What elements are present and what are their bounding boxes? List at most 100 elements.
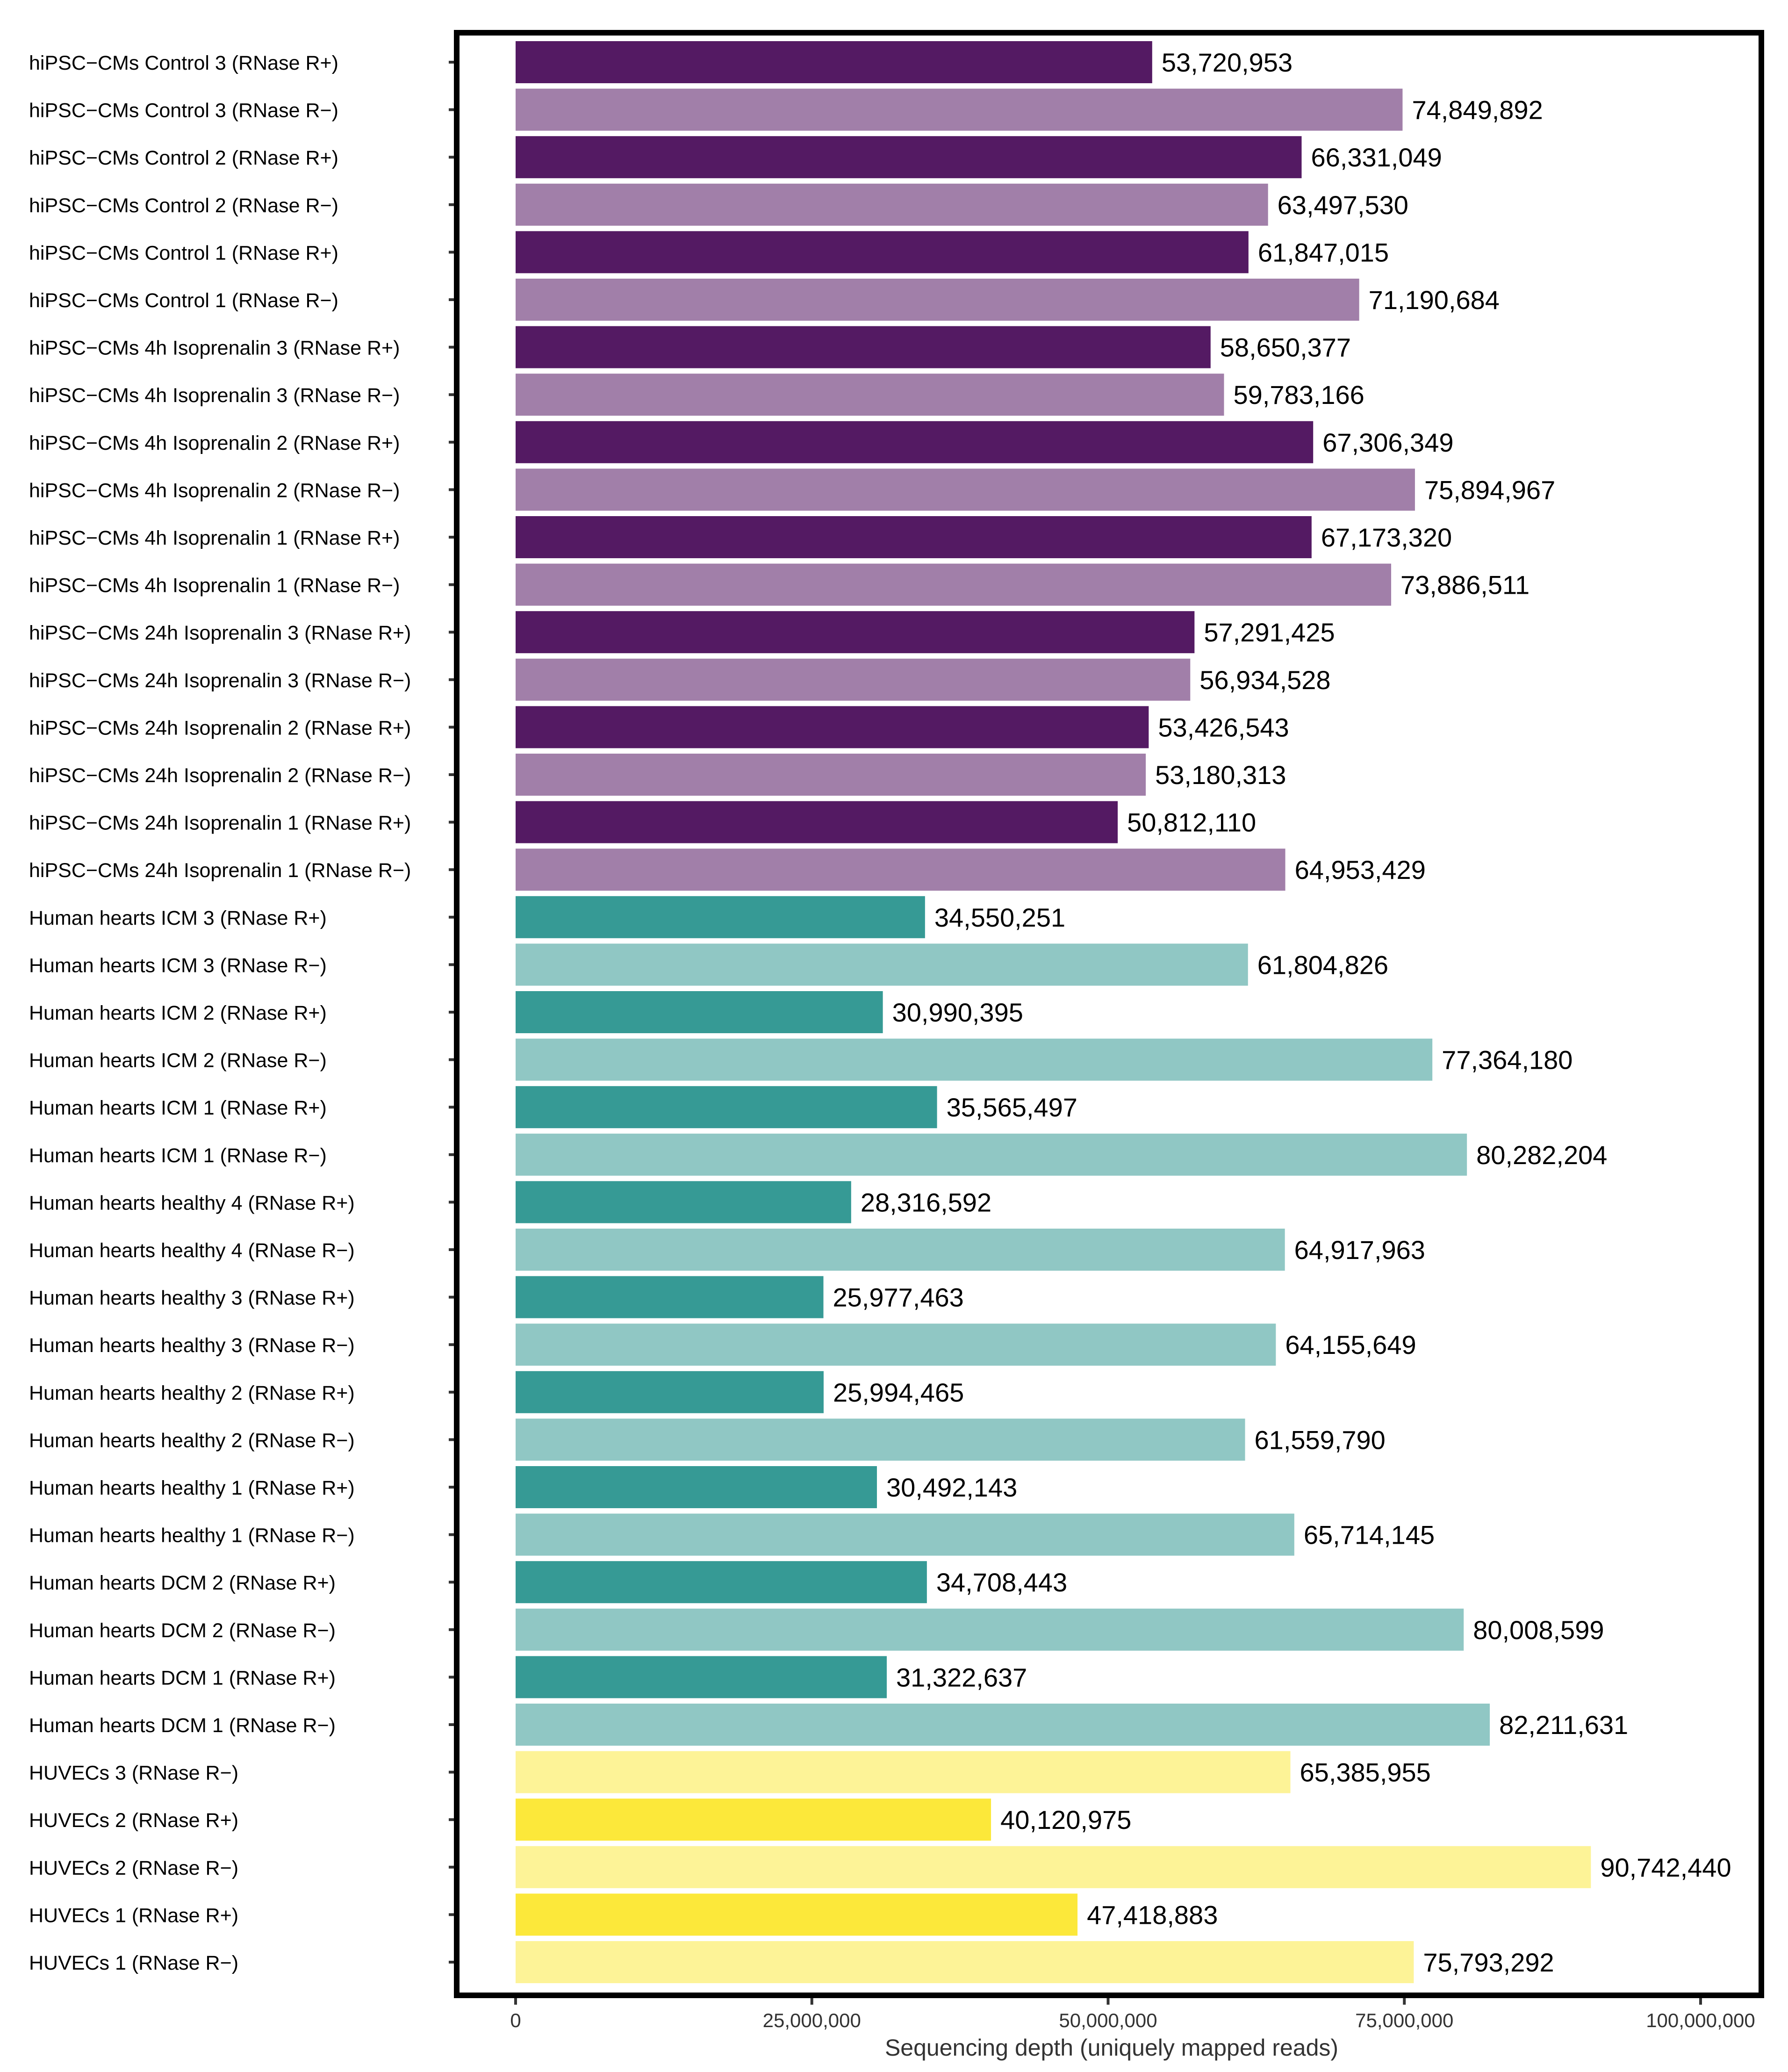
y-tick-label: hiPSC−CMs 24h Isoprenalin 3 (RNase R+)	[29, 622, 411, 644]
y-tick-label: Human hearts healthy 1 (RNase R+)	[29, 1477, 355, 1499]
bar	[516, 801, 1118, 843]
bar	[516, 279, 1359, 321]
bar	[516, 611, 1195, 654]
bar-value-label: 59,783,166	[1234, 380, 1364, 410]
bar	[516, 1799, 991, 1841]
bar-value-label: 75,793,292	[1423, 1948, 1554, 1977]
bar	[516, 849, 1285, 891]
bar-value-label: 64,917,963	[1294, 1235, 1425, 1265]
bar-value-label: 67,306,349	[1322, 428, 1453, 457]
bar	[516, 1893, 1078, 1936]
bar	[516, 1941, 1414, 1983]
bar	[516, 1608, 1464, 1651]
bar	[516, 1181, 851, 1223]
y-tick-label: Human hearts healthy 4 (RNase R−)	[29, 1239, 355, 1262]
bar-value-label: 77,364,180	[1442, 1045, 1573, 1075]
bar	[516, 1418, 1245, 1461]
bar	[516, 1751, 1291, 1793]
y-axis: hiPSC−CMs Control 3 (RNase R+) hiPSC−CMs …	[29, 52, 455, 1974]
bar	[516, 1229, 1285, 1271]
bar-value-label: 74,849,892	[1412, 95, 1543, 125]
y-tick-label: HUVECs 1 (RNase R−)	[29, 1952, 238, 1974]
bar	[516, 88, 1403, 131]
bar	[516, 1466, 877, 1508]
bar-value-label: 73,886,511	[1400, 570, 1529, 600]
bar-value-label: 34,550,251	[934, 903, 1065, 932]
y-tick-label: hiPSC−CMs Control 2 (RNase R−)	[29, 194, 338, 217]
y-tick-label: Human hearts healthy 2 (RNase R−)	[29, 1429, 355, 1452]
y-tick-label: hiPSC−CMs 24h Isoprenalin 3 (RNase R−)	[29, 669, 411, 692]
y-tick-label: HUVECs 2 (RNase R−)	[29, 1857, 238, 1879]
bar-value-label: 53,720,953	[1162, 48, 1293, 77]
bar	[516, 1276, 824, 1318]
bar-value-label: 58,650,377	[1220, 333, 1351, 362]
bar	[516, 1704, 1490, 1746]
bar-value-label: 64,155,649	[1285, 1330, 1416, 1360]
y-tick-label: HUVECs 1 (RNase R+)	[29, 1904, 238, 1927]
bar-value-label: 28,316,592	[861, 1187, 991, 1217]
y-tick-label: Human hearts ICM 2 (RNase R+)	[29, 1002, 327, 1024]
bar	[516, 41, 1152, 83]
bar-value-label: 64,953,429	[1295, 855, 1426, 885]
bar	[516, 1846, 1591, 1888]
bar	[516, 706, 1149, 748]
y-tick-label: Human hearts DCM 2 (RNase R+)	[29, 1572, 336, 1594]
plot-frame	[454, 30, 1764, 1998]
x-axis: 0 25,000,000 50,000,000 75,000,000 100,000,0…	[510, 1997, 1755, 2031]
x-tick-label: 0	[510, 2009, 521, 2031]
y-tick-label: hiPSC−CMs 4h Isoprenalin 2 (RNase R−)	[29, 479, 400, 502]
bar-value-label: 57,291,425	[1204, 618, 1335, 647]
bar-value-label: 82,211,631	[1499, 1710, 1628, 1740]
bar	[516, 374, 1224, 416]
y-tick-label: hiPSC−CMs Control 2 (RNase R+)	[29, 147, 338, 169]
bar	[516, 991, 883, 1033]
bar-value-label: 35,565,497	[947, 1093, 1077, 1122]
bar-value-label: 66,331,049	[1311, 143, 1442, 172]
bar	[516, 1371, 824, 1413]
y-tick-label: hiPSC−CMs Control 3 (RNase R−)	[29, 100, 338, 122]
bar-value-label: 56,934,528	[1199, 665, 1330, 695]
bar	[516, 1086, 937, 1129]
bar	[516, 468, 1415, 511]
y-tick-label: hiPSC−CMs 4h Isoprenalin 3 (RNase R−)	[29, 384, 400, 407]
bar-value-labels-layer: 53,720,953 74,849,892 66,331,049 63,497,530…	[833, 48, 1731, 1977]
bar-value-label: 61,847,015	[1258, 237, 1389, 267]
bar-value-label: 25,994,465	[833, 1378, 964, 1407]
bar-value-label: 63,497,530	[1278, 190, 1408, 220]
bar-value-label: 61,804,826	[1257, 950, 1388, 979]
bar	[516, 1324, 1276, 1366]
bar-value-label: 90,742,440	[1600, 1853, 1731, 1882]
bar-value-label: 71,190,684	[1369, 285, 1500, 315]
bar	[516, 563, 1392, 606]
y-tick-label: Human hearts healthy 1 (RNase R−)	[29, 1525, 355, 1547]
bar-value-label: 67,173,320	[1321, 523, 1452, 552]
y-tick-label: hiPSC−CMs 4h Isoprenalin 2 (RNase R+)	[29, 432, 400, 454]
y-tick-label: Human hearts ICM 2 (RNase R−)	[29, 1050, 327, 1072]
y-tick-label: hiPSC−CMs 4h Isoprenalin 1 (RNase R−)	[29, 575, 400, 597]
bar-value-label: 47,418,883	[1087, 1900, 1218, 1929]
y-tick-label: Human hearts DCM 1 (RNase R+)	[29, 1667, 336, 1689]
bar	[516, 1561, 927, 1604]
y-tick-label: Human hearts ICM 3 (RNase R+)	[29, 907, 327, 929]
bar	[516, 1038, 1433, 1081]
bar	[516, 1513, 1294, 1556]
bar-value-label: 34,708,443	[936, 1568, 1067, 1597]
y-tick-label: Human hearts healthy 2 (RNase R+)	[29, 1382, 355, 1404]
y-tick-label: hiPSC−CMs 24h Isoprenalin 2 (RNase R−)	[29, 764, 411, 787]
bar	[516, 896, 925, 938]
bar-value-label: 65,385,955	[1300, 1758, 1431, 1787]
x-axis-title: Sequencing depth (uniquely mapped reads)	[885, 2035, 1338, 2061]
y-tick-label: hiPSC−CMs Control 1 (RNase R−)	[29, 289, 338, 312]
y-tick-label: hiPSC−CMs 24h Isoprenalin 1 (RNase R−)	[29, 859, 411, 882]
y-tick-label: hiPSC−CMs Control 1 (RNase R+)	[29, 242, 338, 264]
x-tick-label: 25,000,000	[763, 2009, 861, 2031]
bar	[516, 516, 1312, 558]
bar	[516, 231, 1249, 273]
y-tick-label: hiPSC−CMs 24h Isoprenalin 1 (RNase R+)	[29, 812, 411, 835]
bar-value-label: 30,492,143	[886, 1473, 1017, 1502]
bar	[516, 943, 1248, 986]
bar-value-label: 53,426,543	[1158, 712, 1289, 742]
bar-value-label: 40,120,975	[1000, 1805, 1131, 1835]
bar	[516, 658, 1191, 701]
